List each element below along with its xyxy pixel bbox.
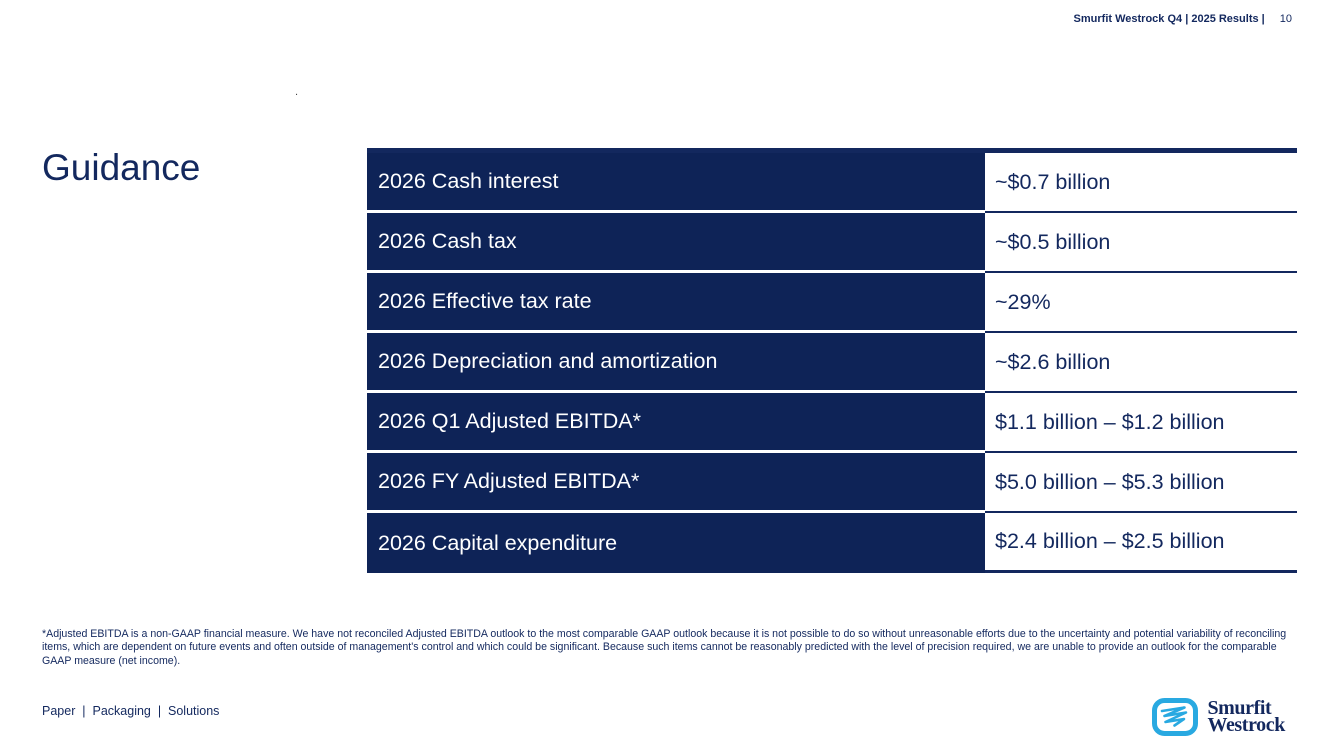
logo-wordmark: Smurfit Westrock xyxy=(1207,696,1285,736)
logo-wordmark-line2: Westrock xyxy=(1207,714,1285,736)
footer-tagline: Paper | Packaging | Solutions xyxy=(42,704,220,718)
page-number: 10 xyxy=(1279,13,1292,25)
row-value: $2.4 billion – $2.5 billion xyxy=(985,513,1297,573)
slide-header: Smurfit Westrock Q4 | 2025 Results | 10 xyxy=(1074,13,1292,25)
table-row: 2026 Q1 Adjusted EBITDA* $1.1 billion – … xyxy=(367,393,1297,453)
row-label: 2026 Capital expenditure xyxy=(367,513,985,573)
row-value: ~$2.6 billion xyxy=(985,333,1297,393)
row-value: ~$0.5 billion xyxy=(985,213,1297,273)
smurfit-westrock-logo: Smurfit Westrock xyxy=(1151,697,1285,737)
smurfit-westrock-mark-icon xyxy=(1151,697,1199,737)
row-label: 2026 Effective tax rate xyxy=(367,273,985,333)
row-label: 2026 Depreciation and amortization xyxy=(367,333,985,393)
table-row: 2026 Depreciation and amortization ~$2.6… xyxy=(367,333,1297,393)
stray-dot: . xyxy=(295,86,299,98)
row-value: $1.1 billion – $1.2 billion xyxy=(985,393,1297,453)
row-label: 2026 Cash tax xyxy=(367,213,985,273)
table-row: 2026 Cash interest ~$0.7 billion xyxy=(367,153,1297,213)
row-value: ~$0.7 billion xyxy=(985,153,1297,213)
row-value: ~29% xyxy=(985,273,1297,333)
table-row: 2026 Effective tax rate ~29% xyxy=(367,273,1297,333)
guidance-table: 2026 Cash interest ~$0.7 billion 2026 Ca… xyxy=(367,148,1297,573)
table-row: 2026 FY Adjusted EBITDA* $5.0 billion – … xyxy=(367,453,1297,513)
table-row: 2026 Capital expenditure $2.4 billion – … xyxy=(367,513,1297,573)
table-row: 2026 Cash tax ~$0.5 billion xyxy=(367,213,1297,273)
logo-wordmark-line1: Smurfit xyxy=(1207,696,1272,719)
header-title: Smurfit Westrock Q4 | 2025 Results | xyxy=(1073,13,1265,25)
footnote: *Adjusted EBITDA is a non-GAAP financial… xyxy=(42,628,1287,667)
row-label: 2026 Q1 Adjusted EBITDA* xyxy=(367,393,985,453)
row-label: 2026 FY Adjusted EBITDA* xyxy=(367,453,985,513)
slide-title: Guidance xyxy=(42,147,201,188)
row-value: $5.0 billion – $5.3 billion xyxy=(985,453,1297,513)
row-label: 2026 Cash interest xyxy=(367,153,985,213)
